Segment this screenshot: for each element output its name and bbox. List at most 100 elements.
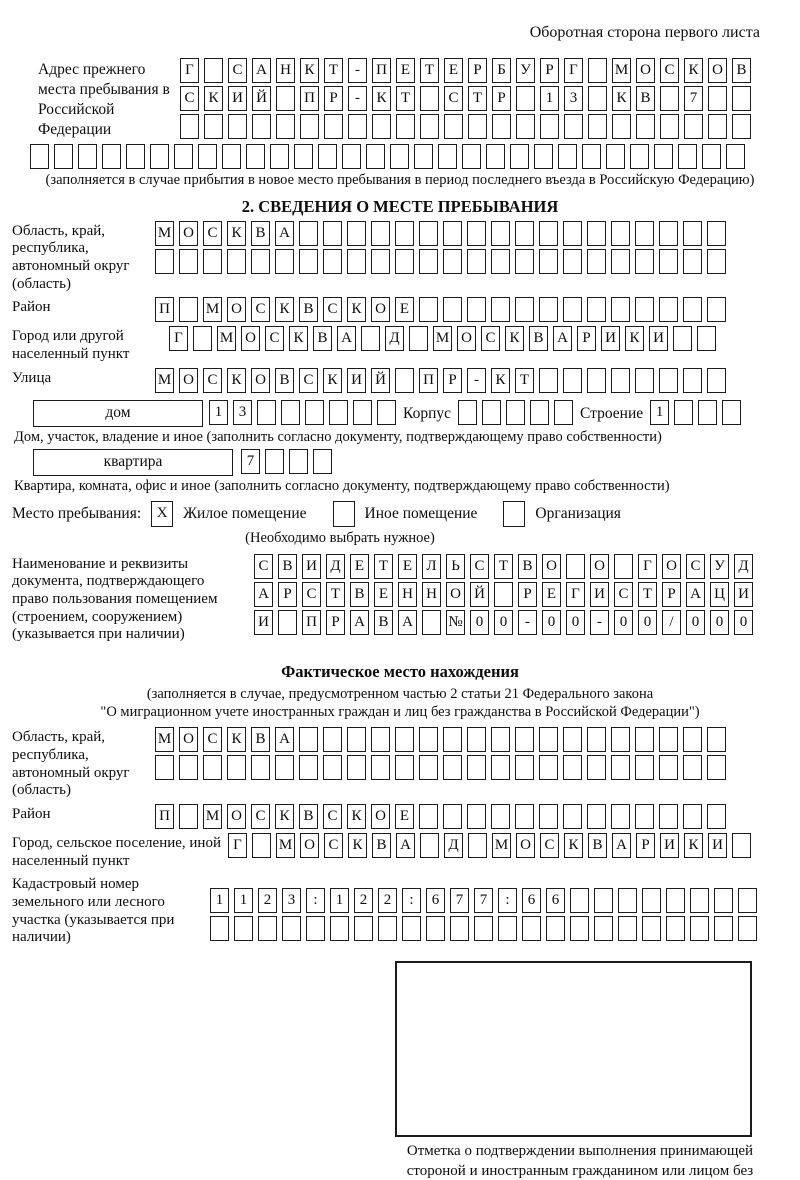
char-cell[interactable] [354, 916, 373, 942]
char-cell[interactable] [683, 755, 702, 781]
char-cell[interactable]: К [625, 326, 644, 352]
char-cell[interactable]: - [590, 609, 609, 635]
char-cell[interactable]: С [299, 367, 318, 393]
char-cell[interactable]: Г [638, 553, 657, 579]
char-cell[interactable] [587, 248, 606, 274]
char-cell[interactable]: К [300, 58, 319, 83]
char-cell[interactable]: 2 [258, 888, 277, 914]
char-cell[interactable] [554, 399, 573, 425]
char-cell[interactable] [347, 727, 366, 753]
char-cell[interactable]: 0 [734, 609, 753, 635]
char-cell[interactable]: С [251, 297, 270, 323]
char-cell[interactable]: 0 [542, 609, 561, 635]
char-cell[interactable]: К [612, 86, 631, 111]
char-cell[interactable] [155, 248, 174, 274]
char-cell[interactable]: В [732, 58, 751, 83]
char-cell[interactable] [54, 143, 73, 169]
char-cell[interactable] [539, 220, 558, 246]
char-cell[interactable]: Т [396, 86, 415, 111]
char-cell[interactable] [419, 220, 438, 246]
char-cell[interactable]: О [227, 297, 246, 323]
char-cell[interactable]: С [203, 367, 222, 393]
char-cell[interactable] [714, 888, 733, 914]
char-cell[interactable]: О [300, 832, 319, 858]
char-cell[interactable] [587, 727, 606, 753]
char-cell[interactable]: - [348, 58, 367, 83]
char-cell[interactable] [179, 803, 198, 829]
char-cell[interactable] [372, 114, 391, 139]
char-cell[interactable] [636, 114, 655, 139]
char-cell[interactable]: 0 [638, 609, 657, 635]
char-cell[interactable] [366, 143, 385, 169]
char-cell[interactable] [515, 803, 534, 829]
char-cell[interactable] [126, 143, 145, 169]
char-cell[interactable]: С [540, 832, 559, 858]
char-cell[interactable]: О [708, 58, 727, 83]
char-cell[interactable]: К [227, 727, 246, 753]
char-cell[interactable] [361, 326, 380, 352]
char-cell[interactable]: / [662, 609, 681, 635]
char-cell[interactable] [564, 114, 583, 139]
char-cell[interactable]: Т [326, 581, 345, 607]
char-cell[interactable] [300, 114, 319, 139]
char-cell[interactable] [299, 220, 318, 246]
char-cell[interactable] [684, 114, 703, 139]
char-cell[interactable] [642, 916, 661, 942]
char-cell[interactable] [289, 448, 308, 474]
char-cell[interactable] [251, 755, 270, 781]
char-cell[interactable] [467, 755, 486, 781]
char-cell[interactable]: Т [374, 553, 393, 579]
char-cell[interactable] [378, 916, 397, 942]
char-cell[interactable]: Р [577, 326, 596, 352]
char-cell[interactable] [467, 220, 486, 246]
char-cell[interactable]: Н [276, 58, 295, 83]
char-cell[interactable] [419, 727, 438, 753]
char-cell[interactable]: С [686, 553, 705, 579]
char-cell[interactable]: Д [734, 553, 753, 579]
char-cell[interactable] [587, 755, 606, 781]
char-cell[interactable] [419, 755, 438, 781]
char-cell[interactable] [563, 297, 582, 323]
char-cell[interactable] [443, 803, 462, 829]
char-cell[interactable]: П [419, 367, 438, 393]
char-cell[interactable]: А [396, 832, 415, 858]
char-cell[interactable] [673, 326, 692, 352]
char-cell[interactable] [539, 248, 558, 274]
char-cell[interactable] [377, 399, 396, 425]
char-cell[interactable] [204, 58, 223, 83]
char-cell[interactable] [611, 248, 630, 274]
char-cell[interactable]: С [323, 297, 342, 323]
char-cell[interactable] [491, 727, 510, 753]
char-cell[interactable]: К [289, 326, 308, 352]
char-cell[interactable] [539, 727, 558, 753]
char-cell[interactable] [635, 220, 654, 246]
char-cell[interactable] [494, 581, 513, 607]
char-cell[interactable] [660, 114, 679, 139]
char-cell[interactable] [570, 888, 589, 914]
char-cell[interactable] [438, 143, 457, 169]
char-cell[interactable]: В [588, 832, 607, 858]
char-cell[interactable]: 0 [494, 609, 513, 635]
char-cell[interactable]: Г [564, 58, 583, 83]
char-cell[interactable] [563, 727, 582, 753]
char-cell[interactable] [563, 248, 582, 274]
char-cell[interactable]: 7 [474, 888, 493, 914]
char-cell[interactable] [516, 114, 535, 139]
char-cell[interactable]: Т [494, 553, 513, 579]
char-cell[interactable] [305, 399, 324, 425]
char-cell[interactable] [420, 832, 439, 858]
char-cell[interactable]: С [323, 803, 342, 829]
char-cell[interactable]: М [155, 220, 174, 246]
char-cell[interactable] [371, 727, 390, 753]
char-cell[interactable]: С [660, 58, 679, 83]
char-cell[interactable] [683, 727, 702, 753]
char-cell[interactable] [611, 727, 630, 753]
char-cell[interactable] [697, 326, 716, 352]
char-cell[interactable]: Г [180, 58, 199, 83]
char-cell[interactable]: С [180, 86, 199, 111]
char-cell[interactable] [468, 114, 487, 139]
char-cell[interactable]: И [660, 832, 679, 858]
char-cell[interactable]: 1 [209, 399, 228, 425]
char-cell[interactable]: Й [470, 581, 489, 607]
char-cell[interactable] [265, 448, 284, 474]
